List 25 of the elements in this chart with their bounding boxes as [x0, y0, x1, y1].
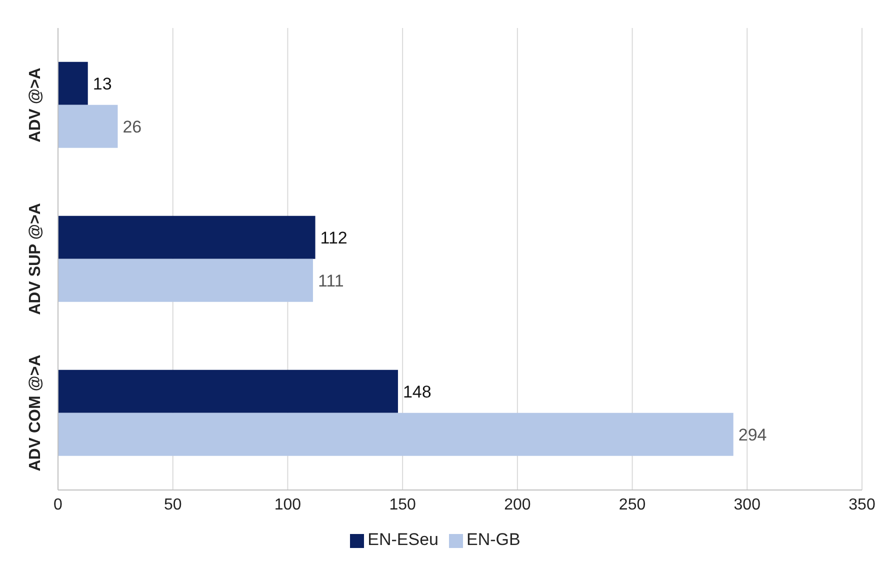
legend-label: EN-GB	[466, 530, 520, 549]
bar	[58, 104, 118, 148]
x-tick-label: 300	[734, 496, 761, 514]
bar	[58, 412, 734, 456]
data-label: 26	[122, 117, 142, 136]
bar	[58, 370, 398, 413]
data-label: 13	[92, 74, 112, 94]
y-tick-label: ADV @>A	[27, 67, 44, 142]
bar	[58, 216, 316, 259]
legend-label: EN-ESeu	[368, 530, 439, 549]
x-tick-label: 350	[848, 496, 876, 514]
x-tick-label: 50	[164, 496, 182, 514]
bar	[58, 258, 313, 302]
data-label: 111	[318, 271, 344, 290]
x-tick-label: 0	[54, 496, 63, 514]
y-tick-label: ADV SUP @>A	[27, 202, 44, 315]
x-tick-label: 100	[274, 496, 302, 514]
x-tick-label: 250	[618, 496, 646, 514]
bar	[58, 62, 88, 105]
data-label: 112	[320, 228, 348, 248]
y-tick-label: ADV COM @>A	[27, 354, 44, 472]
data-label: 148	[402, 382, 432, 402]
x-tick-label: 150	[389, 496, 416, 514]
x-tick-label: 200	[504, 496, 531, 514]
data-label: 294	[738, 425, 767, 444]
